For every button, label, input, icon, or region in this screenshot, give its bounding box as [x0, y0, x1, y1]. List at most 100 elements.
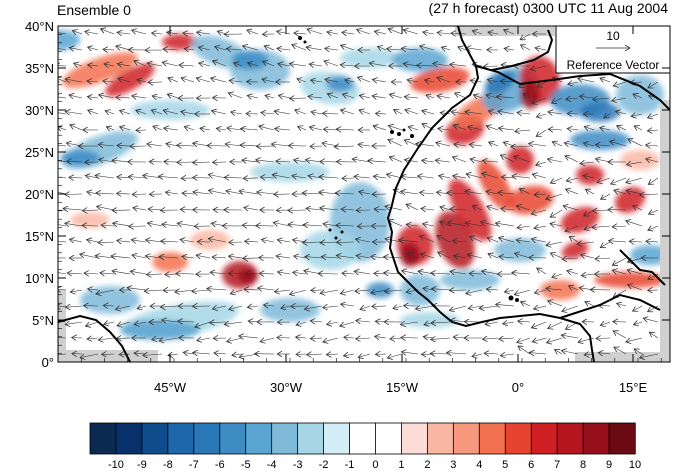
wind-arrow	[600, 128, 611, 130]
wind-arrow	[319, 177, 339, 178]
wind-arrow	[213, 61, 227, 67]
wind-arrow	[296, 354, 307, 355]
wind-arrow	[405, 110, 419, 115]
lon-label: 30°W	[270, 380, 303, 395]
wind-arrow	[274, 290, 291, 292]
wind-arrow	[116, 97, 131, 98]
wind-arrow	[437, 78, 451, 83]
wind-arrow	[340, 290, 355, 294]
wind-arrow	[212, 257, 227, 258]
wind-arrow	[388, 220, 403, 227]
wind-arrow	[147, 63, 163, 66]
wind-arrow	[177, 162, 195, 163]
wind-arrow	[450, 320, 467, 322]
africa-coast	[386, 26, 595, 362]
wind-arrow	[517, 226, 531, 228]
wind-arrow	[241, 129, 259, 130]
wind-arrow	[67, 273, 83, 274]
wind-arrow	[341, 304, 355, 306]
longitude-axis: 45°W 30°W 15°W 0° 15°E	[57, 26, 662, 395]
wind-arrow	[511, 146, 531, 147]
wind-arrow	[65, 112, 83, 115]
wind-arrow	[292, 176, 307, 178]
wind-arrow	[458, 47, 467, 50]
wind-arrow	[385, 206, 403, 211]
wind-arrow	[552, 274, 563, 277]
wind-arrow	[633, 94, 643, 98]
wind-arrow	[132, 96, 147, 98]
wind-arrow	[531, 209, 547, 214]
wind-arrow	[277, 240, 291, 242]
wind-arrow	[535, 290, 547, 293]
wind-arrow	[451, 33, 467, 34]
wind-arrow	[563, 206, 579, 211]
wind-arrow	[562, 305, 579, 311]
wind-arrow	[546, 288, 563, 290]
wind-arrow	[137, 80, 147, 82]
wind-arrow	[58, 354, 67, 355]
wind-arrow	[181, 112, 195, 114]
lat-label: 15°N	[25, 229, 54, 244]
wind-arrow	[640, 353, 659, 358]
wind-arrow	[601, 193, 611, 199]
wind-arrow	[388, 139, 403, 147]
wind-arrow	[646, 145, 659, 146]
wind-arrow	[566, 189, 579, 195]
wind-arrow	[565, 225, 579, 231]
wind-arrow	[161, 241, 179, 242]
wind-arrow	[488, 254, 499, 258]
colorbar-label: -8	[163, 459, 173, 471]
wind-arrow	[401, 191, 419, 194]
colorbar-swatch	[271, 422, 299, 455]
wind-arrow	[208, 239, 227, 243]
wind-arrow	[341, 110, 355, 115]
wind-arrow	[340, 321, 355, 326]
wind-arrow	[289, 64, 307, 66]
wind-arrow	[388, 29, 403, 35]
wind-arrow	[422, 160, 435, 162]
colorbar-swatch	[219, 422, 247, 455]
wind-arrow	[592, 226, 611, 228]
anomaly-blob	[62, 52, 138, 88]
wind-arrow	[70, 239, 83, 242]
wind-arrow	[246, 114, 259, 115]
wind-arrow	[439, 176, 451, 178]
colorbar-label: -6	[215, 459, 225, 471]
wind-arrow	[486, 289, 499, 290]
wind-arrow	[69, 177, 83, 178]
wind-arrow	[516, 206, 531, 211]
lat-label: 20°N	[25, 187, 54, 202]
colorbar-label: -9	[137, 459, 147, 471]
wind-arrow	[484, 353, 499, 354]
wind-arrow	[512, 273, 531, 274]
wind-arrow	[307, 354, 323, 355]
wind-arrow	[634, 126, 643, 130]
wind-arrow	[115, 306, 131, 310]
wind-arrow	[648, 226, 659, 230]
wind-arrow	[193, 353, 211, 354]
wind-arrow	[96, 289, 115, 294]
wind-arrow	[593, 98, 611, 100]
wind-arrow	[447, 353, 467, 355]
wind-arrow	[98, 338, 115, 340]
wind-arrow	[327, 322, 339, 325]
wind-arrow	[565, 156, 579, 163]
wind-arrow	[210, 272, 227, 274]
wind-arrow	[546, 242, 563, 245]
wind-arrow	[336, 129, 355, 130]
wind-arrow	[281, 306, 291, 308]
wind-arrow	[177, 223, 195, 226]
wind-arrow	[117, 193, 131, 194]
wind-arrow	[106, 127, 115, 130]
wind-arrow	[420, 193, 435, 195]
wind-arrow	[72, 31, 83, 35]
wind-arrow	[482, 173, 499, 179]
wind-arrow	[58, 78, 67, 82]
wind-arrow	[416, 306, 435, 309]
wind-arrow	[196, 78, 211, 83]
wind-arrow	[454, 256, 467, 258]
wind-arrow	[303, 225, 323, 226]
wind-arrow	[401, 338, 419, 339]
wind-arrow	[438, 252, 451, 259]
wind-arrow	[431, 322, 451, 323]
